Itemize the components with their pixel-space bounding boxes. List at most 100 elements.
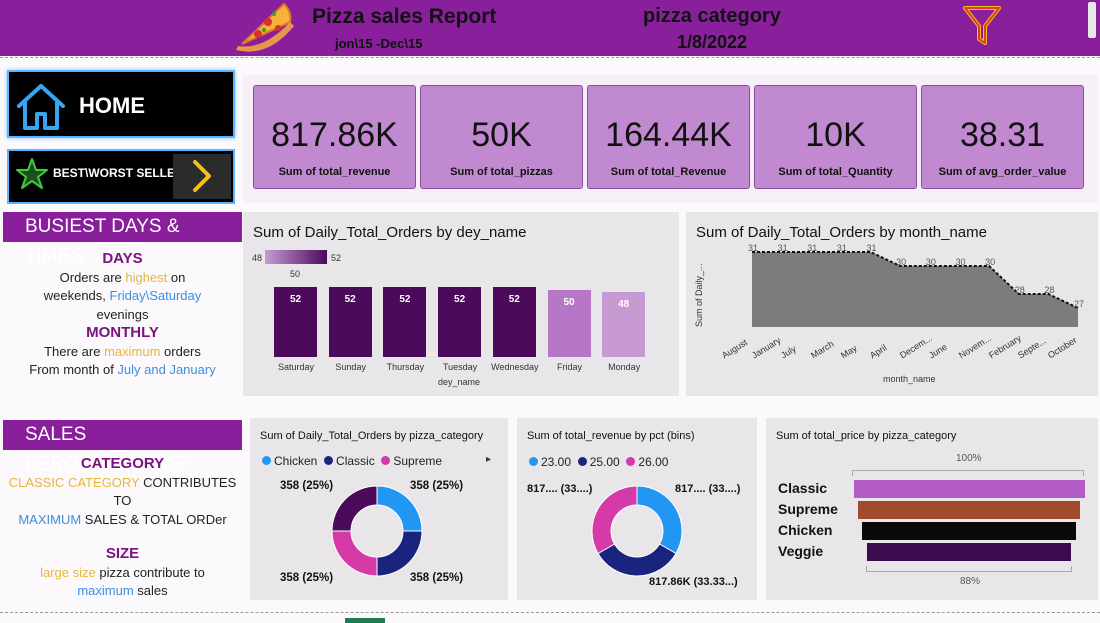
kpi-card: 50K Sum of total_pizzas bbox=[420, 85, 583, 189]
x-tick-label: Monday bbox=[608, 362, 641, 372]
day-bar[interactable]: 52 bbox=[383, 287, 427, 357]
data-label: 31 bbox=[807, 243, 817, 253]
kpi-card: 10K Sum of total_Quantity bbox=[754, 85, 917, 189]
funnel-bar[interactable] bbox=[853, 480, 1085, 498]
kpi-card: 817.86K Sum of total_revenue bbox=[253, 85, 416, 189]
kpi-caption: Sum of total_Quantity bbox=[778, 166, 893, 178]
pizza-icon bbox=[236, 2, 294, 52]
kpi-caption: Sum of avg_order_value bbox=[938, 166, 1067, 178]
bar-value-label: 52 bbox=[508, 294, 520, 305]
bottom-divider bbox=[0, 612, 1100, 613]
revenue-donut-chart: Sum of total_revenue by pct (bins) 23.00… bbox=[517, 418, 757, 600]
day-bar[interactable]: 52 bbox=[492, 287, 536, 357]
data-label: 30 bbox=[926, 257, 936, 267]
legend-item[interactable]: 25.00 bbox=[577, 455, 620, 469]
x-axis-title: month_name bbox=[883, 374, 936, 384]
legend-item[interactable]: Supreme bbox=[381, 454, 442, 468]
color-scale-bar bbox=[265, 250, 327, 264]
donut-slice[interactable] bbox=[376, 485, 423, 532]
next-arrow[interactable] bbox=[173, 154, 231, 199]
funnel-bar[interactable] bbox=[858, 501, 1080, 519]
legend-item[interactable]: 23.00 bbox=[529, 455, 571, 469]
size-line-1: large size pizza contribute to bbox=[40, 564, 205, 580]
kpi-caption: Sum of total_revenue bbox=[278, 166, 391, 178]
header-bar: Pizza sales Report jon\15 -Dec\15 pizza … bbox=[0, 0, 1100, 56]
kpi-value: 38.31 bbox=[959, 116, 1046, 154]
bar-value-label: 52 bbox=[289, 294, 302, 305]
home-label: HOME bbox=[79, 93, 145, 118]
donut-slice[interactable] bbox=[331, 485, 378, 532]
bar-value-label: 50 bbox=[563, 296, 575, 308]
donut-slice[interactable] bbox=[331, 530, 378, 577]
donut-slice[interactable] bbox=[376, 530, 423, 577]
area-plot: 31 31 31 31 31 30 30 30 30 28 28 27 bbox=[748, 243, 1084, 327]
legend-item[interactable]: Classic bbox=[324, 454, 375, 468]
sales-title: SALES PEROFORMANCE bbox=[3, 420, 242, 475]
legend-next-arrow[interactable]: ▸ bbox=[486, 454, 492, 465]
date-range: jon\15 -Dec\15 bbox=[335, 36, 423, 51]
data-label: 27 bbox=[1074, 299, 1084, 309]
category-heading: CATEGORY bbox=[80, 455, 165, 472]
top-bracket bbox=[852, 470, 1084, 476]
chart-title: Sum of total_revenue by pct (bins) bbox=[527, 430, 695, 442]
days-line-2: weekends, Friday\Saturday bbox=[43, 288, 202, 303]
day-bar[interactable]: 52 bbox=[328, 287, 372, 357]
legend-item[interactable]: Chicken bbox=[262, 454, 317, 468]
data-label: 30 bbox=[955, 257, 965, 267]
funnel-category-label: Supreme bbox=[778, 501, 838, 517]
area-fill bbox=[752, 252, 1078, 327]
divider bbox=[0, 57, 1100, 58]
month-area-chart: Sum of Daily_Total_Orders by month_name … bbox=[686, 212, 1098, 396]
legend: Chicken Classic Supreme bbox=[262, 454, 442, 468]
slice-label: 817.... (33....) bbox=[675, 483, 741, 495]
monthly-heading: MONTHLY bbox=[86, 324, 159, 341]
slice-label: 358 (25%) bbox=[410, 480, 464, 492]
kpi-caption: Sum of total_Revenue bbox=[610, 166, 727, 178]
busiest-title: BUSIEST DAYS & TIMES bbox=[3, 212, 242, 267]
best-worst-seller-button[interactable]: BEST\WORST SELLER bbox=[7, 149, 235, 204]
monthly-line-1: There are maximum orders bbox=[44, 343, 201, 359]
slice-label: 358 (25%) bbox=[410, 572, 464, 584]
top-percent-label: 100% bbox=[956, 453, 982, 464]
busiest-text: DAYS Orders are highest on weekends, Fri… bbox=[3, 250, 242, 380]
funnel-bar[interactable] bbox=[867, 543, 1071, 561]
category-line-1: CLASSIC CATEGORY CONTRIBUTES TO bbox=[8, 474, 237, 509]
data-label: 30 bbox=[896, 257, 906, 267]
scale-mid: 50 bbox=[290, 269, 301, 279]
donut bbox=[591, 485, 683, 577]
donut-slice[interactable] bbox=[636, 485, 683, 555]
filter-icon[interactable] bbox=[962, 5, 1002, 47]
monthly-line-2: From month of July and January bbox=[29, 362, 216, 377]
slice-label: 817.86K (33.33...) bbox=[649, 576, 738, 588]
sales-text: CATEGORY CLASSIC CATEGORY CONTRIBUTES TO… bbox=[3, 455, 242, 601]
data-label: 31 bbox=[748, 243, 758, 253]
bottom-bracket bbox=[866, 566, 1072, 572]
x-tick-label: Wednesday bbox=[491, 362, 539, 372]
sheet-tab[interactable] bbox=[345, 618, 385, 623]
kpi-value: 817.86K bbox=[271, 116, 398, 154]
scrollbar-thumb[interactable] bbox=[1088, 2, 1096, 38]
slice-label: 358 (25%) bbox=[280, 480, 334, 492]
chart-title: Sum of Daily_Total_Orders by dey_name bbox=[253, 224, 527, 241]
legend-item[interactable]: 26.00 bbox=[626, 455, 668, 469]
donut-slice[interactable] bbox=[591, 485, 638, 555]
kpi-caption: Sum of total_pizzas bbox=[450, 166, 553, 178]
day-bar[interactable]: 52 bbox=[438, 287, 482, 357]
data-label: 28 bbox=[1044, 285, 1054, 295]
chevron-right-icon bbox=[193, 160, 211, 192]
category-donut-chart: Sum of Daily_Total_Orders by pizza_categ… bbox=[250, 418, 508, 600]
series-line bbox=[752, 251, 1079, 309]
bottom-percent-label: 88% bbox=[960, 576, 981, 587]
donut-slice[interactable] bbox=[597, 543, 677, 577]
kpi-value: 164.44K bbox=[605, 116, 732, 154]
day-bar[interactable]: 52 bbox=[274, 287, 317, 357]
x-tick-label: Thursday bbox=[386, 362, 425, 372]
best-worst-label: BEST\WORST SELLER bbox=[53, 166, 184, 180]
day-bar[interactable]: 48 bbox=[602, 292, 646, 357]
home-button[interactable]: HOME bbox=[7, 70, 235, 138]
x-tick-label: Saturday bbox=[277, 362, 315, 372]
days-line-1: Orders are highest on bbox=[59, 269, 186, 285]
category-line-2: MAXIMUM SALES & TOTAL ORDer bbox=[18, 511, 227, 527]
day-bar[interactable]: 50 bbox=[547, 289, 591, 357]
funnel-bar[interactable] bbox=[861, 522, 1077, 540]
